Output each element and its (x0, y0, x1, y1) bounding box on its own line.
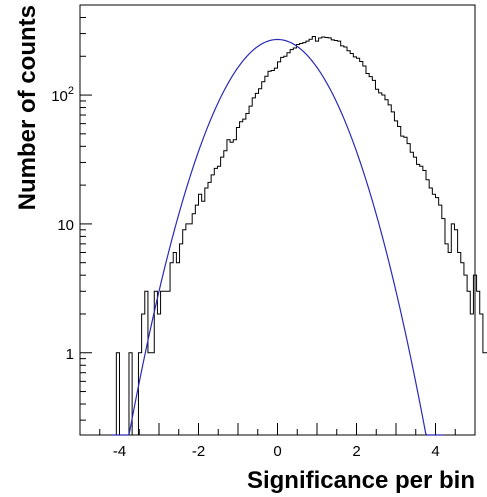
axis-layer: -4 -2 0 2 4 1 10 102 (51, 4, 476, 460)
histogram-bars (115, 35, 487, 436)
fit-layer (111, 38, 444, 436)
x-tick-label: -2 (192, 443, 205, 460)
y-axis-title: Number of counts (14, 5, 41, 210)
x-tick-label: 0 (273, 443, 281, 460)
y-tick-label: 102 (51, 85, 74, 105)
x-tick-label: 4 (431, 443, 439, 460)
plot-frame (79, 4, 476, 436)
x-tick-label: 2 (352, 443, 360, 460)
gaussian-fit-line (111, 38, 444, 436)
y-tick-label: 10 (57, 217, 74, 234)
x-axis-title: Significance per bin (247, 467, 475, 494)
y-tick-label: 1 (66, 346, 74, 363)
x-tick-label: -4 (113, 443, 126, 460)
histogram-layer (115, 35, 487, 436)
